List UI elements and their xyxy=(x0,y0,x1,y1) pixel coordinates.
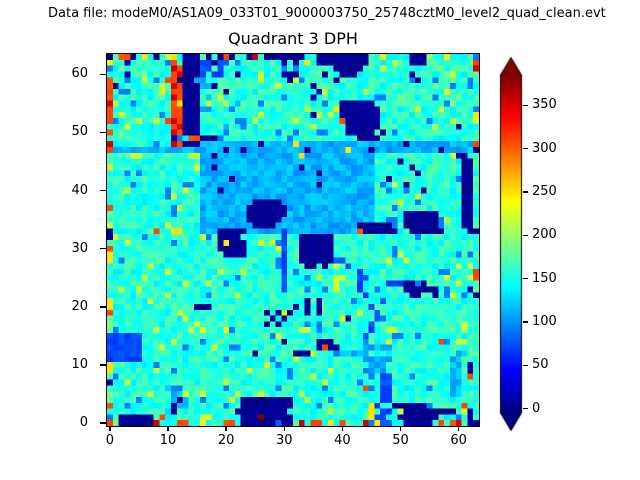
colorbar-tick-mark xyxy=(523,234,528,237)
colorbar-tick-label: 50 xyxy=(532,357,549,373)
x-tick-label: 40 xyxy=(334,433,351,448)
y-tick-mark xyxy=(100,364,106,366)
x-tick-label: 30 xyxy=(276,433,293,448)
colorbar-tick-label: 250 xyxy=(532,184,557,199)
colorbar-tick-mark xyxy=(523,277,528,280)
colorbar-tick-label: 300 xyxy=(532,140,557,156)
y-tick-mark xyxy=(100,247,106,250)
x-tick-label: 0 xyxy=(105,433,115,448)
y-tick-label: 50 xyxy=(71,124,88,140)
x-tick-label: 50 xyxy=(392,433,409,448)
y-tick-mark xyxy=(100,73,106,76)
y-tick-mark xyxy=(100,422,106,424)
plot-frame xyxy=(106,53,480,427)
y-tick-label: 20 xyxy=(71,298,88,314)
colorbar-tick-label: 0 xyxy=(532,400,541,416)
y-tick-label: 30 xyxy=(71,240,88,256)
y-tick-mark xyxy=(100,189,106,192)
x-tick-mark xyxy=(457,426,460,431)
colorbar-tick-mark xyxy=(523,364,528,367)
x-tick-label: 20 xyxy=(217,433,235,448)
colorbar-tick-mark xyxy=(523,104,528,107)
y-tick-mark xyxy=(100,306,106,308)
colorbar-tick-label: 200 xyxy=(532,227,557,243)
x-tick-mark xyxy=(399,426,402,431)
chart-title: Quadrant 3 DPH xyxy=(228,29,358,48)
y-tick-label: 0 xyxy=(79,415,88,431)
colorbar-tick-mark xyxy=(523,147,528,150)
x-tick-label: 10 xyxy=(159,433,177,448)
colorbar xyxy=(499,57,523,432)
y-tick-label: 10 xyxy=(71,356,88,372)
colorbar-tick-label: 350 xyxy=(532,97,557,113)
data-file-label: Data file: modeM0/AS1A09_033T01_90000037… xyxy=(48,6,606,21)
x-tick-mark xyxy=(225,426,227,431)
x-tick-mark xyxy=(341,426,344,431)
y-tick-label: 60 xyxy=(71,66,88,82)
y-tick-mark xyxy=(100,131,106,134)
y-tick-label: 40 xyxy=(71,182,88,198)
colorbar-tick-label: 150 xyxy=(532,270,557,286)
colorbar-tick-mark xyxy=(523,321,528,323)
x-tick-mark xyxy=(283,426,286,431)
colorbar-tick-mark xyxy=(523,407,528,410)
colorbar-tick-label: 100 xyxy=(532,314,557,329)
x-tick-mark xyxy=(109,426,111,431)
x-tick-mark xyxy=(167,426,169,431)
colorbar-tick-mark xyxy=(523,191,528,193)
heatmap-image xyxy=(107,54,479,426)
x-tick-label: 60 xyxy=(450,433,467,448)
